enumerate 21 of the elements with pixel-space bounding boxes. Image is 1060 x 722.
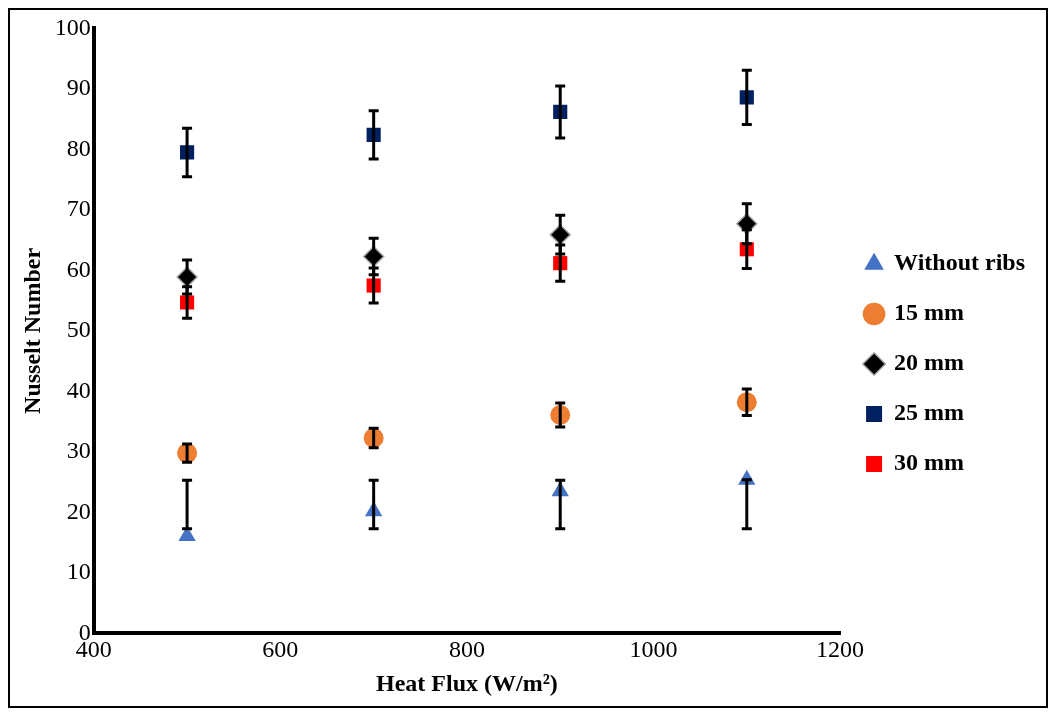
x-tick-label: 1000: [629, 636, 678, 663]
y-tick-label: 50: [66, 316, 91, 343]
y-tick-label: 90: [66, 74, 91, 101]
y-tick-label: 20: [66, 497, 91, 524]
y-axis-title: Nusselt Number: [18, 247, 45, 414]
legend-label: 20 mm: [894, 349, 965, 376]
legend-label: 15 mm: [894, 299, 965, 326]
legend-label: 25 mm: [894, 399, 965, 426]
y-tick-label: 80: [66, 134, 91, 161]
y-tick-label: 10: [66, 558, 91, 585]
y-tick-label: 100: [54, 13, 91, 40]
legend-label: 30 mm: [894, 449, 965, 476]
legend-label: Without ribs: [894, 249, 1025, 276]
x-tick-label: 800: [448, 636, 485, 663]
y-tick-label: 30: [66, 437, 91, 464]
x-tick-label: 1200: [816, 636, 865, 663]
y-tick-label: 60: [66, 255, 91, 282]
x-axis-title: Heat Flux (W/m²): [376, 669, 558, 696]
x-tick-label: 600: [262, 636, 299, 663]
y-tick-label: 70: [66, 195, 91, 222]
y-tick-label: 40: [66, 376, 91, 403]
